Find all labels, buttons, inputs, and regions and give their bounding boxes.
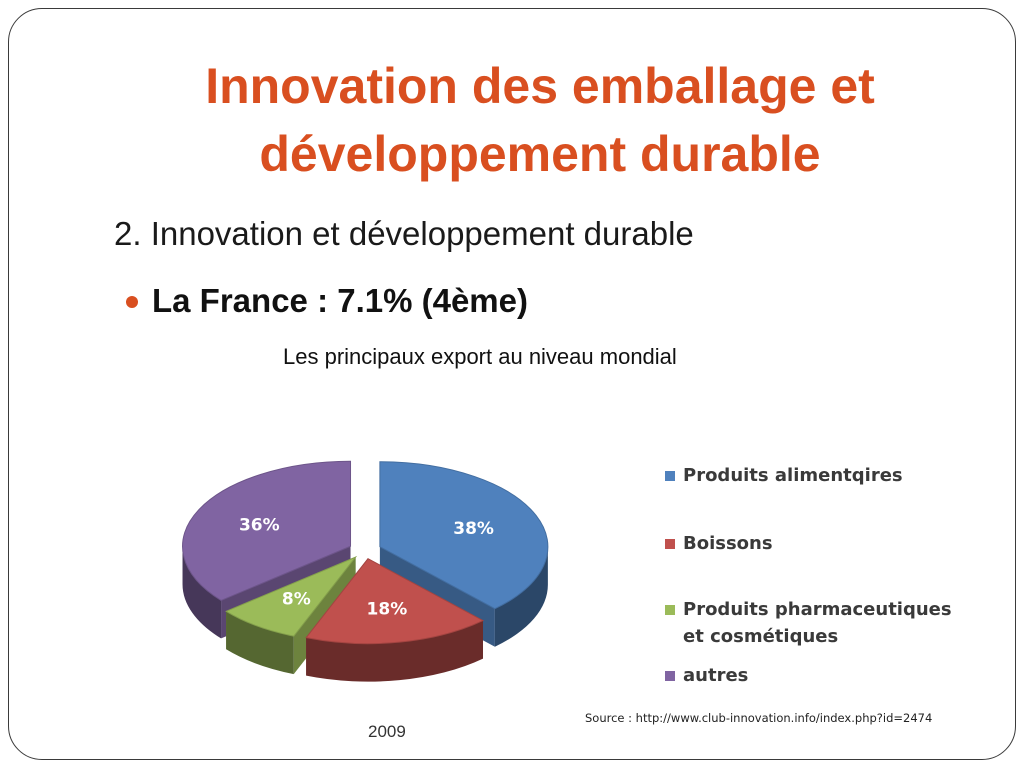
chart-caption: Les principaux export au niveau mondial: [283, 344, 677, 369]
slide-frame: [8, 8, 1016, 760]
legend-swatch-icon: [665, 471, 675, 481]
pie-slice-label-3: 36%: [239, 516, 280, 536]
legend-item-2: Produits pharmaceutiques et cosmétiques: [665, 596, 965, 650]
legend-item-3: autres: [665, 662, 965, 689]
legend-label: Boissons: [683, 533, 773, 554]
pie-slice-2: [225, 555, 358, 637]
legend-swatch-icon: [665, 539, 675, 549]
pie-slice-label-2: 8%: [282, 589, 311, 609]
section-subtitle: 2. Innovation et développement durable: [114, 215, 694, 252]
legend-label: autres: [683, 665, 749, 686]
pie-slice-1: [305, 558, 485, 645]
pie-slice-3: [182, 460, 352, 601]
pie-slice-label-1: 18%: [367, 600, 408, 620]
pie-slice-label-0: 38%: [453, 519, 494, 539]
legend-label: Produits alimentqires: [683, 465, 903, 486]
legend-item-1: Boissons: [665, 530, 965, 557]
legend-label: Produits pharmaceutiques et cosmétiques: [683, 599, 952, 647]
bullet-item: La France : 7.1% (4ème): [126, 282, 528, 320]
legend-swatch-icon: [665, 671, 675, 681]
pie-chart: 38% 18% 8% 36%: [182, 460, 549, 682]
legend-swatch-icon: [665, 605, 675, 615]
pie-slice-0: [379, 461, 549, 610]
slide-title: Innovation des emballage et développemen…: [205, 58, 875, 182]
legend-item-0: Produits alimentqires: [665, 462, 965, 489]
source-citation: Source : http://www.club-innovation.info…: [585, 711, 933, 725]
bullet-dot-icon: [126, 296, 138, 308]
chart-year: 2009: [368, 722, 406, 741]
bullet-text: La France : 7.1% (4ème): [152, 282, 528, 319]
